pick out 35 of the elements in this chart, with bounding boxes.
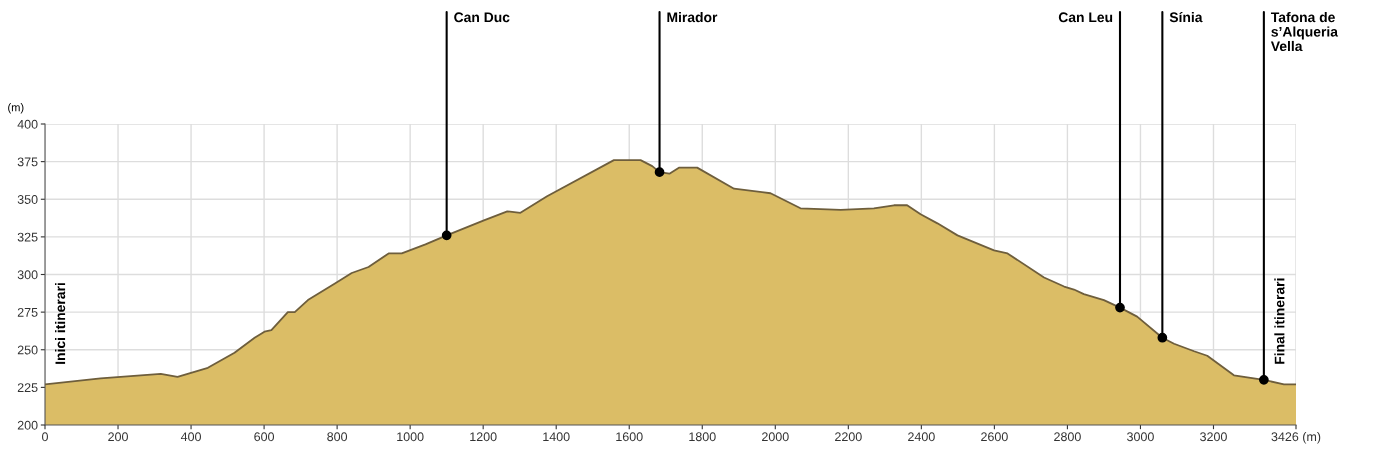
x-tick-label: 400 bbox=[180, 432, 201, 442]
x-tick-label: 2600 bbox=[981, 432, 1008, 442]
y-tick-label: 350 bbox=[17, 195, 38, 204]
y-tick-label: 400 bbox=[17, 119, 38, 129]
x-tick-label: 1800 bbox=[689, 432, 716, 442]
annotation: Sínia bbox=[1169, 11, 1203, 23]
x-tick-label: 3426 (m) bbox=[1271, 431, 1321, 444]
y-tick-label: 300 bbox=[17, 270, 38, 280]
y-tick-label: 275 bbox=[17, 307, 38, 317]
x-tick-label: 1600 bbox=[616, 432, 643, 442]
x-tick-label: 0 bbox=[42, 432, 48, 442]
x-tick-label: 3000 bbox=[1127, 432, 1154, 442]
x-tick-label: 1200 bbox=[470, 432, 497, 442]
y-tick-label: 375 bbox=[17, 157, 38, 167]
x-tick-label: 3200 bbox=[1200, 432, 1227, 442]
annotation: Tafona de s’Alqueria Vella bbox=[1270, 12, 1339, 52]
x-tick-label: 200 bbox=[108, 432, 128, 442]
x-tick-label: 2000 bbox=[762, 432, 789, 442]
annotation: Inici itinerari bbox=[55, 283, 66, 364]
x-tick-label: 1400 bbox=[543, 432, 570, 442]
x-tick-label: 800 bbox=[327, 432, 348, 442]
annotation: Can Leu bbox=[1058, 12, 1113, 23]
annotation: Final itinerari bbox=[1274, 278, 1285, 364]
x-tick-label: 1000 bbox=[397, 432, 424, 442]
y-tick-label: 225 bbox=[17, 383, 38, 393]
x-tick-label: 2200 bbox=[835, 432, 862, 442]
annotation: Mirador bbox=[667, 12, 718, 23]
y-tick-label: 200 bbox=[17, 420, 38, 430]
y-tick-label: 325 bbox=[17, 232, 38, 242]
x-tick-label: 600 bbox=[254, 432, 275, 442]
annotation: Can Duc bbox=[454, 12, 510, 23]
x-tick-label: 2400 bbox=[908, 432, 935, 442]
y-axis-title: (m) bbox=[8, 103, 24, 114]
x-tick-label: 2800 bbox=[1054, 432, 1081, 442]
y-tick-label: 250 bbox=[17, 345, 38, 355]
